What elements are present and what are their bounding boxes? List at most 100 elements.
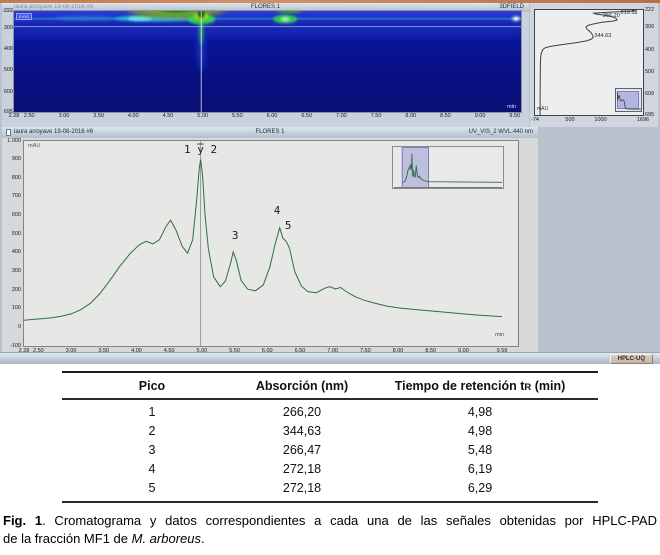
- spectrum-peak-label: 219.58: [620, 9, 638, 16]
- chromatogram-y-tick: 400: [11, 249, 21, 256]
- header-retencion: Tiempo de retención tR (min): [362, 379, 598, 393]
- window-frame-strip: [0, 0, 660, 3]
- table-cell: 4,98: [467, 404, 493, 419]
- chromatogram-y-tick: -100: [9, 342, 21, 349]
- 3d-panel-titlebar: laura arroyave 19-08-2016 #6 FLORES 1 3D…: [2, 3, 529, 12]
- 3d-time-axis: 2.28 2.50 3.00 3.50 4.00 4.50 5.00 5.50 6.00 6.50…: [2, 113, 529, 125]
- chromatogram-title: FLORES 1: [255, 129, 285, 135]
- chromatogram-unit-label: mAU: [28, 143, 41, 149]
- peak-table-header: Pico Absorción (nm) Tiempo de retención …: [62, 373, 598, 400]
- table-cell: 272,18: [282, 481, 322, 496]
- time-tick-label: 9.50: [509, 113, 521, 119]
- header-absorcion: Absorción (nm): [255, 378, 349, 393]
- time-tick-label: 2.28: [8, 113, 20, 119]
- time-tick-label: 4.00: [127, 113, 139, 119]
- table-row: 2 344,63 4,98: [62, 421, 598, 440]
- table-cell: 266,47: [282, 442, 322, 457]
- hplc-software-screenshot: laura arroyave 19-08-2016 #6 FLORES 1 3D…: [0, 3, 660, 364]
- 3d-mode-label: 3DFIELD: [499, 4, 524, 10]
- status-bar: HPLC-UQ: [0, 352, 660, 364]
- chromatogram-x-tick: 7.00: [327, 348, 338, 354]
- spectrum-peak-label: 344.63: [594, 32, 612, 39]
- caption-species: M. arboreus: [131, 530, 201, 546]
- caption-line-1: Fig. 1. Cromatograma y datos correspondi…: [3, 512, 657, 530]
- table-row: 3 266,47 5,48: [62, 440, 598, 459]
- chromatogram-x-tick: 5.00: [196, 348, 208, 354]
- time-tick-label: 8.50: [440, 113, 451, 119]
- table-cell: 3: [148, 442, 156, 457]
- injection-name: laura arroyave 19-08-2016 #6: [14, 129, 94, 135]
- table-cell: 6,19: [467, 462, 493, 477]
- spectrum-wavelength-tick: 600: [645, 90, 655, 97]
- time-tick-label: 4.50: [162, 113, 174, 119]
- chromatogram-y-tick: 500: [11, 230, 21, 237]
- time-tick-label: 3.50: [93, 113, 104, 119]
- uv-spectrum-curve: [539, 10, 637, 115]
- chromatogram-x-tick: 7.50: [359, 348, 371, 354]
- time-tick-label: 5.00: [197, 113, 208, 119]
- caption-line1-text: . Cromatograma y datos correspondientes …: [42, 513, 657, 528]
- chromatogram-y-tick: 700: [11, 193, 21, 200]
- table-cell: 6,29: [467, 481, 493, 496]
- time-tick-label: 7.00: [336, 113, 347, 119]
- chromatogram-x-axis: 2.28 2.50 3.00 3.50 4.00 4.50 5.00 5.50 6.00 6.50…: [2, 348, 538, 360]
- wavelength-tick-label: 300: [3, 24, 13, 31]
- chromatogram-x-tick: 2.50: [33, 348, 44, 354]
- injection-name-faint: laura arroyave 19-08-2016 #6: [14, 4, 94, 10]
- 3d-contour-plot[interactable]: mAU min: [14, 11, 521, 112]
- header-pico: Pico: [138, 378, 166, 393]
- table-row: 1 266,20 4,98: [62, 402, 598, 421]
- spectrum-overview-inset[interactable]: [615, 88, 642, 112]
- table-cell: 344,63: [282, 423, 322, 438]
- chromatogram-y-tick: 100: [11, 305, 21, 312]
- figure-caption: Fig. 1. Cromatograma y datos correspondi…: [3, 512, 657, 547]
- chromatogram-x-tick: 9.59: [496, 348, 508, 354]
- chromatogram-y-tick: 300: [11, 267, 21, 274]
- spectrum-absorbance-axis: -74 500 1000 1696: [530, 117, 658, 127]
- table-row: 4 272,18 6,19: [62, 460, 598, 479]
- table-cell: 1: [148, 404, 156, 419]
- chromatogram-titlebar: laura arroyave 19-08-2016 #6 FLORES 1 UV…: [2, 127, 538, 138]
- chromatogram-y-tick: 0: [17, 323, 21, 330]
- caption-fig-label: Fig. 1: [3, 513, 43, 528]
- hplc-uq-button[interactable]: HPLC-UQ: [609, 354, 653, 364]
- wavelength-tick-label: 222: [3, 8, 13, 14]
- spectrum-wavelength-axis: 222 300 400 500 600 695: [645, 3, 658, 127]
- table-cell: 2: [148, 423, 156, 438]
- document-area: Pico Absorción (nm) Tiempo de retención …: [0, 364, 660, 555]
- uv-spectrum-plot[interactable]: mAU 219.58 266.20 344.63: [535, 10, 643, 115]
- spectrum-wavelength-tick: 695: [645, 112, 655, 118]
- time-tick-label: 9.00: [474, 113, 486, 119]
- spectrum-wavelength-tick: 300: [645, 24, 655, 31]
- chromatogram-x-tick: 4.50: [163, 348, 175, 354]
- table-cell: 4: [148, 462, 156, 477]
- 3d-time-unit-label: min: [507, 104, 516, 110]
- chromatogram-overview-inset[interactable]: [392, 146, 504, 189]
- chromatogram-x-tick: 8.00: [392, 348, 404, 354]
- chromatogram-x-tick: 2.28: [18, 348, 30, 354]
- uv-spectrum-panel: mAU 219.58 266.20 344.63 222 300 400 500 600 69…: [530, 3, 658, 127]
- chromatogram-y-tick: 1.000: [7, 137, 21, 144]
- spectrum-peak-label: 266.20: [602, 13, 620, 20]
- wavelength-tick-label: 500: [3, 67, 13, 74]
- time-tick-label: 7.50: [370, 113, 382, 119]
- chromatogram-x-tick: 9.00: [458, 348, 469, 354]
- header-retencion-unit: (min): [531, 378, 566, 393]
- time-tick-label: 5.50: [231, 113, 243, 119]
- chromatogram-x-tick: 8.50: [425, 348, 437, 354]
- channel-label: UV_VIS_2 WVL:440 nm: [468, 129, 533, 135]
- spectrum-absorbance-tick: 1000: [594, 117, 607, 123]
- caption-line2-period: .: [201, 530, 205, 546]
- amplitude-unit-tag: mAU: [16, 13, 32, 20]
- table-cell: 272,18: [282, 462, 322, 477]
- time-tick-label: 6.00: [266, 113, 278, 119]
- table-cell: 5,48: [467, 442, 493, 457]
- chromatogram-time-unit-label: min: [495, 332, 504, 338]
- spectrum-inset-trace: [616, 91, 641, 110]
- chromatogram-x-tick: 6.00: [261, 348, 273, 354]
- peak-table: Pico Absorción (nm) Tiempo de retención …: [62, 371, 598, 503]
- 3d-panel-title: FLORES 1: [250, 4, 280, 10]
- peak-number-label: 3: [231, 229, 239, 243]
- spectrum-wavelength-tick: 222: [645, 7, 655, 13]
